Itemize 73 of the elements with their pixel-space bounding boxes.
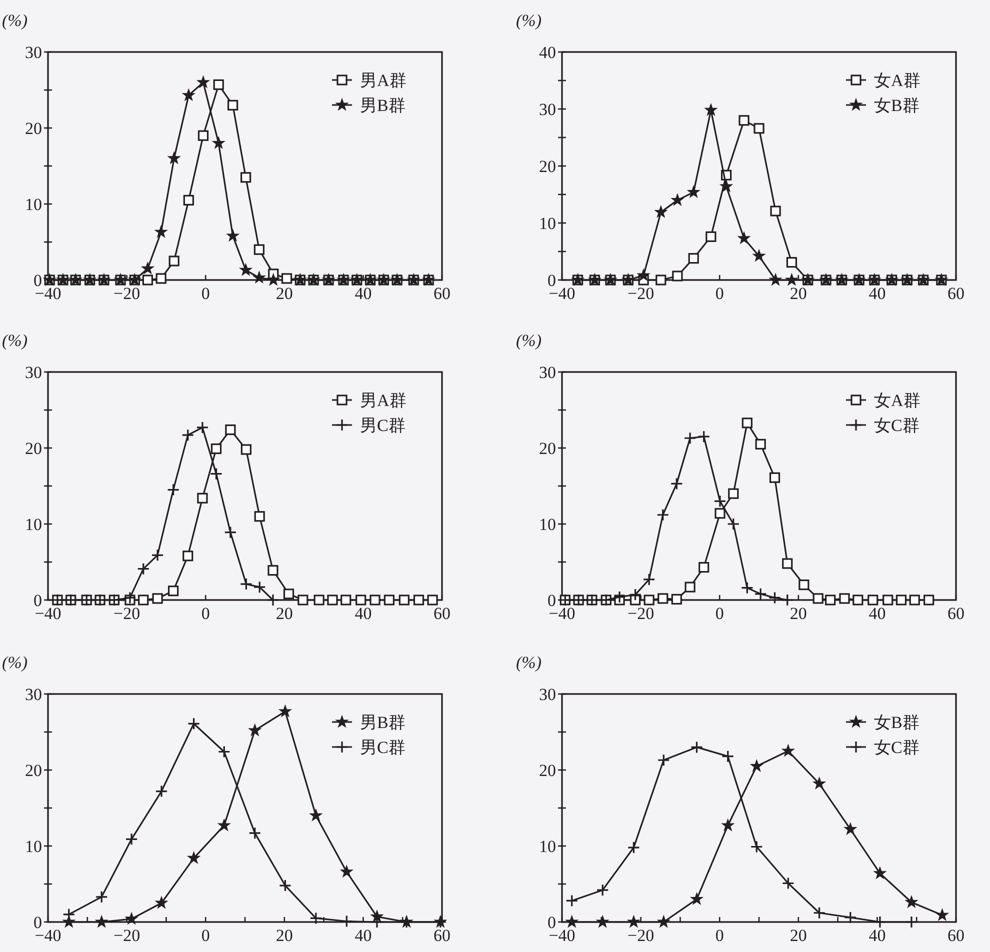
y-axis-title: (%) (2, 11, 28, 30)
legend-label: 女B群 (874, 96, 920, 115)
y-axis-title: (%) (516, 11, 542, 30)
x-tick-label: 20 (790, 926, 807, 945)
y-tick-label: 20 (25, 119, 42, 138)
y-tick-label: 30 (539, 685, 556, 704)
y-tick-label: 0 (548, 591, 556, 610)
y-axis-title: (%) (516, 653, 542, 672)
y-tick-label: 0 (34, 591, 42, 610)
y-tick-label: 30 (25, 363, 42, 382)
x-tick-label: −20 (628, 604, 654, 623)
x-tick-label: 40 (868, 604, 886, 623)
y-tick-label: 0 (34, 913, 42, 932)
y-tick-label: 10 (539, 214, 556, 233)
y-tick-label: 10 (25, 837, 42, 856)
x-tick-label: 40 (354, 604, 372, 623)
y-tick-label: 30 (25, 43, 42, 62)
legend-label: 男A群 (360, 71, 406, 90)
y-tick-label: 30 (539, 100, 556, 119)
x-tick-label: 0 (201, 926, 210, 945)
y-tick-label: 30 (25, 685, 42, 704)
y-tick-label: 20 (539, 439, 556, 458)
legend-label: 男B群 (360, 713, 406, 732)
legend-label: 男A群 (360, 391, 406, 410)
y-tick-label: 10 (25, 195, 42, 214)
legend-label: 女A群 (874, 391, 920, 410)
x-tick-label: 60 (434, 926, 450, 945)
x-tick-label: 20 (790, 284, 807, 303)
y-axis-title: (%) (516, 331, 542, 350)
y-tick-label: 20 (539, 761, 556, 780)
x-tick-label: 20 (276, 284, 293, 303)
x-tick-label: 20 (276, 604, 293, 623)
y-axis-title: (%) (2, 653, 28, 672)
y-tick-label: 10 (539, 515, 556, 534)
x-tick-label: 0 (201, 284, 210, 303)
y-tick-label: 20 (25, 761, 42, 780)
x-tick-label: −20 (114, 926, 140, 945)
legend-label: 男B群 (360, 96, 406, 115)
legend-label: 男C群 (360, 738, 406, 757)
legend-label: 女C群 (874, 738, 920, 757)
x-tick-label: −20 (114, 604, 140, 623)
y-tick-label: 0 (34, 271, 42, 290)
x-tick-label: 40 (868, 926, 886, 945)
y-tick-label: 30 (539, 363, 556, 382)
x-tick-label: 40 (868, 284, 886, 303)
x-tick-label: −20 (628, 926, 654, 945)
legend-label: 男C群 (360, 416, 406, 435)
x-tick-label: 20 (276, 926, 293, 945)
y-tick-label: 10 (25, 515, 42, 534)
legend-label: 女A群 (874, 71, 920, 90)
y-tick-label: 20 (539, 157, 556, 176)
legend-label: 女B群 (874, 713, 920, 732)
x-tick-label: 60 (948, 284, 964, 303)
legend-label: 女C群 (874, 416, 920, 435)
x-tick-label: 60 (434, 604, 450, 623)
y-tick-label: 40 (539, 43, 556, 62)
x-tick-label: −20 (114, 284, 140, 303)
x-tick-label: −20 (628, 284, 654, 303)
y-tick-label: 10 (539, 837, 556, 856)
x-tick-label: 0 (201, 604, 210, 623)
x-tick-label: 20 (790, 604, 807, 623)
x-tick-label: 40 (354, 926, 372, 945)
x-tick-label: 60 (948, 926, 964, 945)
x-tick-label: 40 (354, 284, 372, 303)
x-tick-label: 0 (715, 604, 724, 623)
y-tick-label: 0 (548, 913, 556, 932)
y-tick-label: 20 (25, 439, 42, 458)
y-axis-title: (%) (2, 331, 28, 350)
x-tick-label: 0 (715, 926, 724, 945)
y-tick-label: 0 (548, 271, 556, 290)
x-tick-label: 0 (715, 284, 724, 303)
x-tick-label: 60 (434, 284, 450, 303)
x-tick-label: 60 (948, 604, 964, 623)
